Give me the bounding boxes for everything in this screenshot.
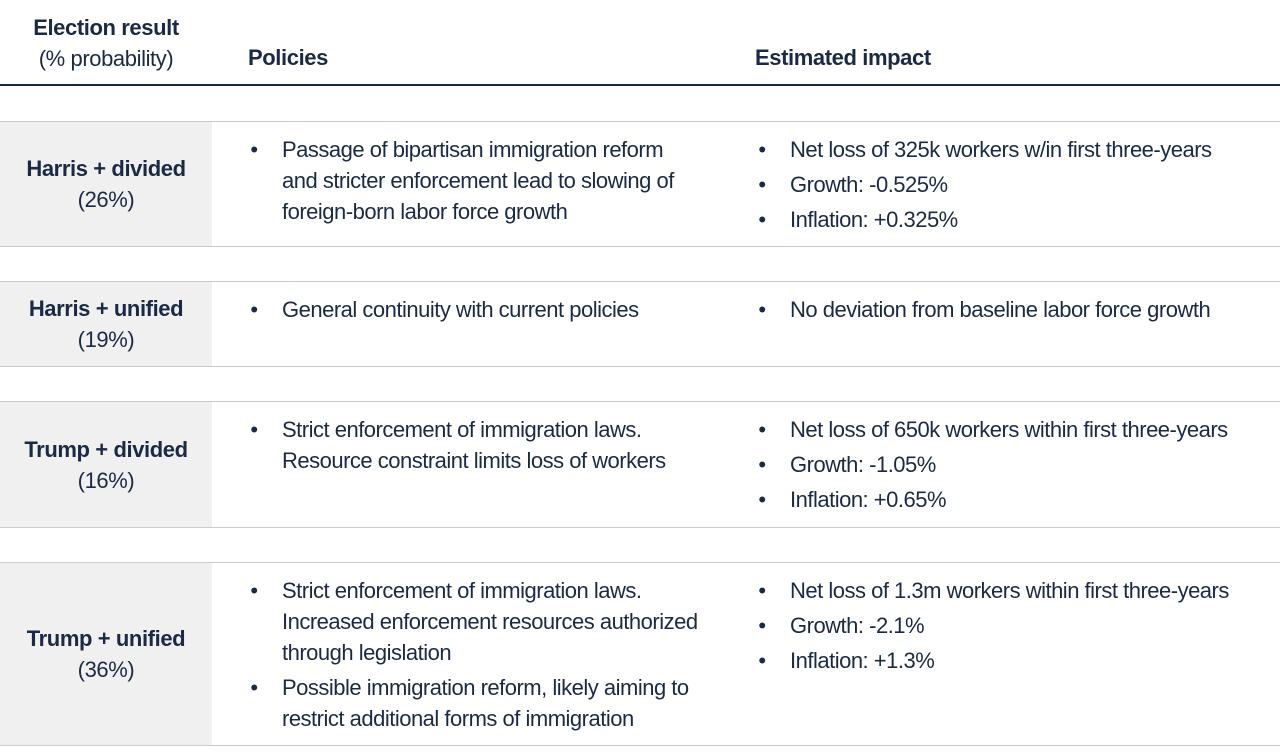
policies-cell: • Strict enforcement of immigration laws.… xyxy=(248,414,728,480)
scenario-probability: (19%) xyxy=(77,327,135,352)
row-label: Trump + divided (16%) xyxy=(0,402,212,527)
scenario-probability: (36%) xyxy=(77,657,135,682)
list-item: • Passage of bipartisan immigration refor… xyxy=(250,137,674,224)
row-label: Trump + unified (36%) xyxy=(0,563,212,745)
list-item: • Strict enforcement of immigration laws.… xyxy=(250,417,666,473)
list-item: • Possible immigration reform, likely aim… xyxy=(250,675,689,731)
scenario-name: Trump + unified xyxy=(26,626,186,651)
header-policies: Policies xyxy=(248,45,328,70)
table-row: Harris + divided (26%) • Passage of bipar… xyxy=(0,121,1280,247)
list-item: • Strict enforcement of immigration laws.… xyxy=(250,578,698,665)
list-item: • Inflation: +1.3% xyxy=(758,648,935,673)
list-item: • Net loss of 325k workers w/in first thr… xyxy=(758,137,1212,162)
row-label: Harris + divided (26%) xyxy=(0,122,212,246)
list-item: • No deviation from baseline labor force … xyxy=(758,297,1211,322)
list-item: • Growth: -0.525% xyxy=(758,172,948,197)
header-election-result: Election result (% probability) xyxy=(0,12,212,74)
list-item: • Inflation: +0.65% xyxy=(758,487,947,512)
impact-cell: • Net loss of 325k workers w/in first thr… xyxy=(756,134,1276,239)
list-item: • Growth: -2.1% xyxy=(758,613,925,638)
scenario-name: Harris + divided xyxy=(26,156,186,181)
scenario-name: Trump + divided xyxy=(24,436,188,462)
policies-cell: • Passage of bipartisan immigration refor… xyxy=(248,134,728,231)
list-item: • Net loss of 650k workers within first t… xyxy=(758,417,1228,442)
list-item: • Growth: -1.05% xyxy=(758,452,936,477)
policies-cell: • Strict enforcement of immigration laws.… xyxy=(248,575,728,738)
row-label: Harris + unified (19%) xyxy=(0,282,212,366)
table-row: Trump + divided (16%) • Strict enforcemen… xyxy=(0,401,1280,528)
list-item: • Inflation: +0.325% xyxy=(758,207,958,232)
list-item: • General continuity with current policie… xyxy=(250,297,639,322)
table-row: Trump + unified (36%) • Strict enforcemen… xyxy=(0,562,1280,746)
header-estimated-impact: Estimated impact xyxy=(755,45,931,70)
header-election-subtitle: (% probability) xyxy=(38,46,174,71)
scenario-probability: (26%) xyxy=(77,187,135,212)
impact-cell: • Net loss of 1.3m workers within first t… xyxy=(756,575,1276,680)
scenario-name: Harris + unified xyxy=(28,296,184,321)
list-item: • Net loss of 1.3m workers within first t… xyxy=(758,578,1229,603)
table-row: Harris + unified (19%) • General continui… xyxy=(0,281,1280,367)
header-election-title: Election result xyxy=(33,15,179,40)
policies-cell: • General continuity with current policie… xyxy=(248,294,728,329)
scenario-probability: (16%) xyxy=(77,467,135,493)
table-header: Election result (% probability) Policies… xyxy=(0,0,1280,86)
impact-cell: • Net loss of 650k workers within first t… xyxy=(756,414,1276,519)
impact-cell: • No deviation from baseline labor force … xyxy=(756,294,1276,329)
